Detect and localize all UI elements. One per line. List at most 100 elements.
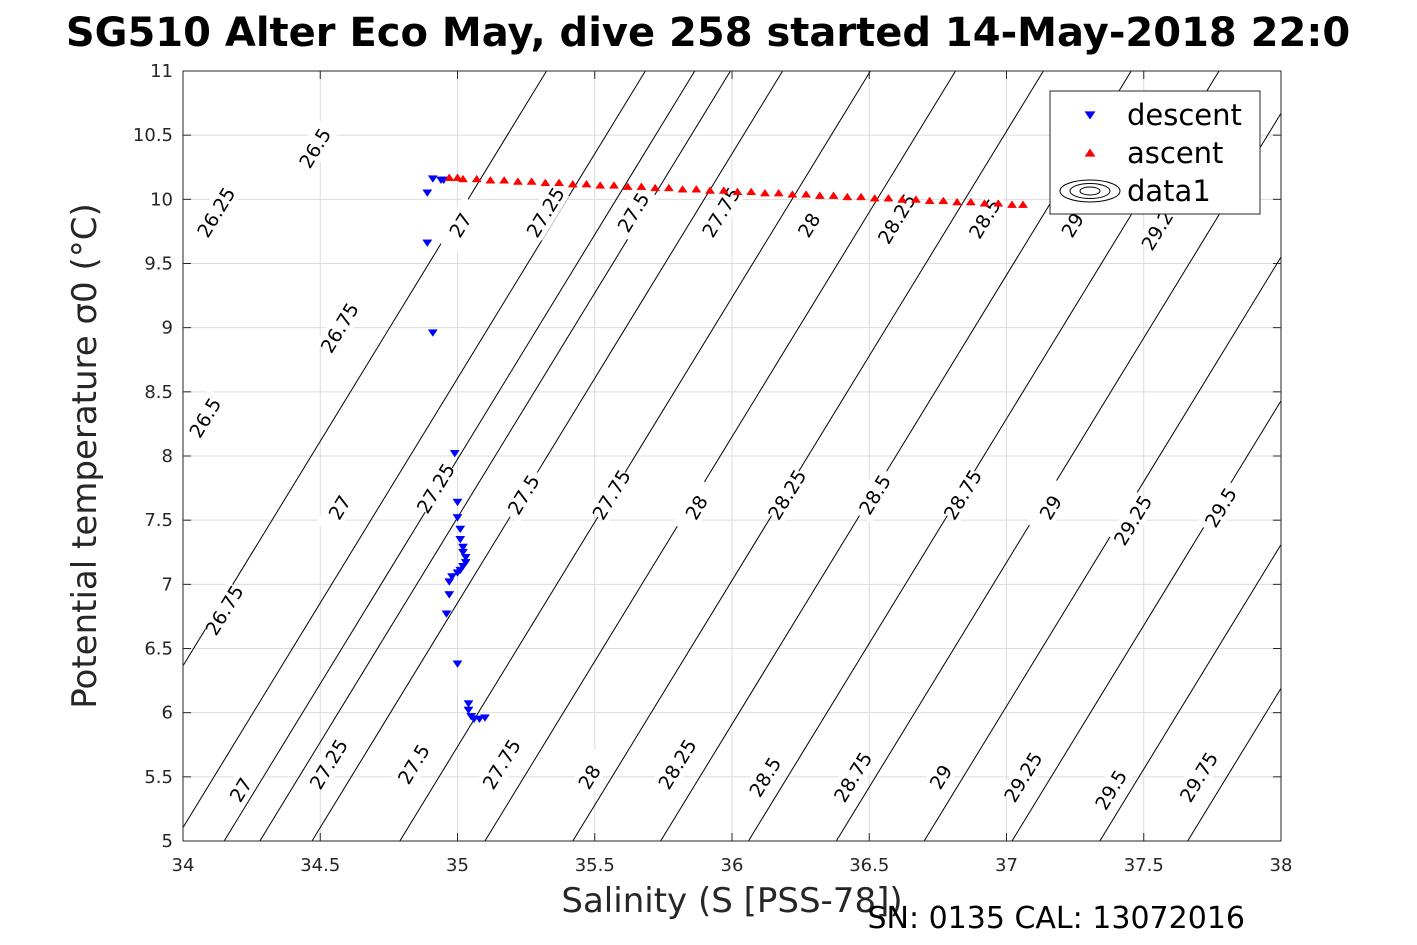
ascent-point xyxy=(965,197,976,206)
contour-label-gap xyxy=(1087,761,1135,819)
ascent-point xyxy=(705,186,716,194)
ascent-point xyxy=(677,185,688,193)
contour-label-gap xyxy=(697,183,745,241)
contour-label-gap xyxy=(1108,491,1157,549)
y-axis-ticks: 5 5.5 6 6.5 7 7.5 8 8.5 9 9.5 10 10.5 11 xyxy=(133,61,1281,852)
x-tick-label: 35 xyxy=(446,855,469,876)
descent-point xyxy=(422,239,433,248)
legend-contour-icon xyxy=(1069,183,1111,199)
y-tick-label: 5.5 xyxy=(144,767,173,788)
contour-label-gap xyxy=(304,735,353,793)
isopycnal-line xyxy=(311,71,784,841)
descent-point xyxy=(452,498,463,507)
isopycnal-line xyxy=(572,71,1044,841)
ascent-point xyxy=(856,192,866,201)
contour-label: 27.25 xyxy=(523,184,570,242)
x-axis-label: Salinity (S [PSS-78]) xyxy=(561,881,902,921)
x-tick-label: 37.5 xyxy=(1124,855,1164,876)
contour-label: 27.75 xyxy=(589,466,636,524)
contour-label-gap xyxy=(850,466,899,523)
ascent-point xyxy=(595,181,606,189)
contour-label-gap xyxy=(315,478,364,536)
contour-label-gap xyxy=(521,183,570,241)
contour-label-gap xyxy=(315,299,364,357)
ascent-point xyxy=(608,181,619,189)
contour-label-gap xyxy=(916,748,965,806)
ascent-point xyxy=(499,176,510,184)
contour-label-gap xyxy=(200,581,248,639)
contour-label: 26.25 xyxy=(193,184,240,242)
x-tick-label: 38 xyxy=(1270,855,1293,876)
contour-label-gap xyxy=(741,748,789,806)
contour-label: 27.25 xyxy=(413,460,460,518)
ascent-point xyxy=(938,196,949,205)
ascent-point xyxy=(897,195,908,203)
legend-contour-icon xyxy=(1059,179,1121,203)
descent-point xyxy=(455,536,466,544)
contour-label: 26.75 xyxy=(201,582,248,640)
descent-point xyxy=(444,578,455,586)
isopycnal-line xyxy=(1187,687,1281,841)
contour-label-gap xyxy=(587,466,636,523)
contour-label-gap xyxy=(216,761,265,819)
ascent-point xyxy=(718,186,729,194)
isopycnal-line xyxy=(223,71,696,841)
x-tick-label: 34 xyxy=(172,855,195,876)
descent-point xyxy=(458,543,468,552)
contour-label-gap xyxy=(785,196,833,254)
y-tick-label: 9 xyxy=(162,318,173,339)
descent-point xyxy=(458,548,468,557)
contour-label-gap xyxy=(609,183,657,241)
descent-point xyxy=(427,329,438,337)
contour-label: 28.25 xyxy=(764,466,811,524)
contour-label-gap xyxy=(938,466,987,523)
y-tick-label: 10 xyxy=(150,189,173,210)
x-tick-label: 36.5 xyxy=(849,855,889,876)
y-tick-label: 7.5 xyxy=(144,510,173,531)
descent-point xyxy=(449,450,460,458)
x-axis-ticks: 34 34.5 35 35.5 36 36.5 37 37.5 38 xyxy=(172,71,1293,876)
legend-marker xyxy=(1084,111,1096,120)
contour-label-gap xyxy=(1026,478,1075,536)
descent-point xyxy=(427,175,438,183)
y-tick-label: 11 xyxy=(150,61,173,82)
x-tick-label: 34.5 xyxy=(300,855,340,876)
contour-label: 28.75 xyxy=(830,748,877,806)
ascent-point xyxy=(512,177,523,185)
descent-point xyxy=(455,525,466,534)
chart-title: SG510 Alter Eco May, dive 258 started 14… xyxy=(66,10,1350,56)
descent-point xyxy=(441,610,452,618)
contour-label-gap xyxy=(999,748,1047,806)
ascent-point xyxy=(801,190,812,198)
contour-label: 28.75 xyxy=(940,466,987,524)
contour-label-gap xyxy=(565,748,614,806)
ascent-point xyxy=(636,182,647,190)
descent-point xyxy=(452,569,463,577)
descent-point xyxy=(444,591,455,599)
ascent-point xyxy=(554,178,565,187)
descent-point xyxy=(463,700,474,708)
contour-label-gap xyxy=(411,459,460,517)
y-tick-label: 9.5 xyxy=(144,254,173,275)
ascent-point xyxy=(910,195,921,203)
isopycnal-line xyxy=(923,256,1281,841)
ascent-point xyxy=(842,192,853,201)
contour-label: 29.25 xyxy=(1110,492,1157,550)
y-axis-label: Potential temperature σ0 (°C) xyxy=(65,203,105,709)
contour-label-gap xyxy=(183,389,229,446)
legend-item-ascent: ascent xyxy=(1084,136,1223,170)
ascent-point xyxy=(828,191,839,199)
descent-point xyxy=(463,706,474,715)
series-layer xyxy=(422,173,1028,724)
ascent-point xyxy=(663,183,674,192)
ascent-point xyxy=(732,187,743,196)
legend-label: ascent xyxy=(1127,136,1223,170)
contour-label-gap xyxy=(763,466,811,523)
descent-point xyxy=(474,715,485,724)
isopycnal-line xyxy=(399,71,871,841)
ascent-point xyxy=(787,190,798,198)
contour-label: 26.75 xyxy=(317,299,364,357)
ascent-point xyxy=(581,179,592,188)
contour-label-gap xyxy=(477,735,526,793)
